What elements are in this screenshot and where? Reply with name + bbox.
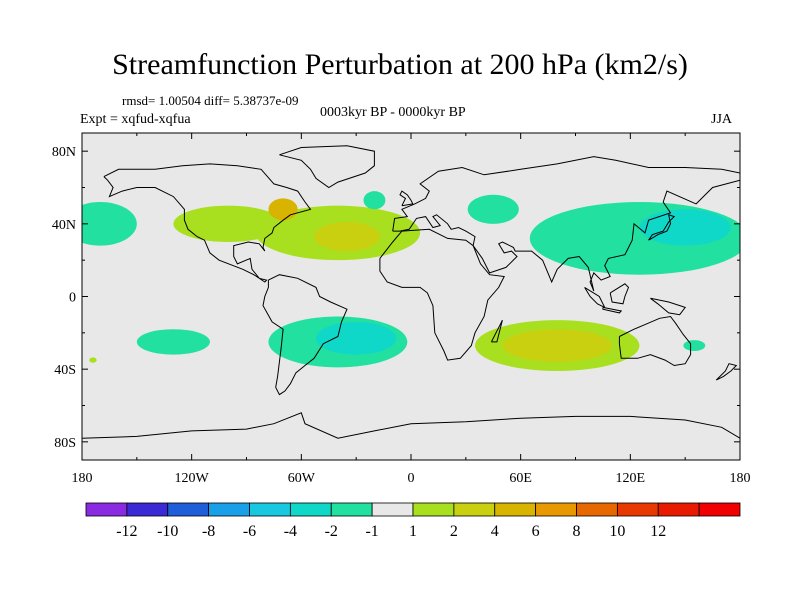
anomaly-region (683, 340, 706, 351)
lon-tick-label: 60W (288, 471, 316, 486)
colorbar-label: 4 (491, 523, 499, 540)
coastline (602, 306, 623, 314)
coastline (650, 297, 687, 316)
coastline (279, 145, 375, 189)
colorbar-label: 1 (409, 523, 417, 540)
coastline (584, 286, 606, 309)
lat-tick-label: 0 (69, 291, 76, 306)
colorbar-swatch (698, 502, 741, 517)
stats-label: rmsd= 1.00504 diff= 5.38737e-09 (122, 93, 299, 108)
anomaly-region (268, 198, 298, 221)
colorbar-swatch (249, 502, 291, 517)
lat-axis: 80N 40N 0 40S 80S (52, 145, 740, 451)
anomaly-region (315, 321, 397, 355)
colorbar-swatch (371, 502, 414, 517)
anomaly-region (82, 202, 137, 246)
season-label: JJA (711, 112, 733, 127)
colorbar: -12 -10 -8 -6 -4 -2 -1 1 2 4 6 8 10 12 (85, 502, 741, 540)
lon-tick-label: 0 (408, 471, 415, 486)
anomaly-region (314, 222, 380, 252)
coastlines (82, 145, 740, 439)
coastline (392, 156, 740, 292)
coastline (262, 274, 348, 396)
lon-tick-label: 180 (730, 471, 751, 486)
lat-tick-label: 40N (52, 218, 76, 233)
coastline (82, 412, 740, 439)
lon-tick-label: 120W (175, 471, 210, 486)
anomaly-region (467, 194, 519, 224)
period-label: 0003kyr BP - 0000kyr BP (320, 105, 466, 120)
colorbar-label: -8 (202, 523, 215, 540)
colorbar-swatch (330, 502, 373, 517)
lat-tick-label: 80N (52, 145, 76, 160)
colorbar-label: -1 (365, 523, 378, 540)
anomaly-region (363, 191, 386, 210)
lon-tick-label: 60E (509, 471, 532, 486)
anomaly-region (502, 329, 613, 362)
colorbar-label: 12 (650, 523, 666, 540)
colorbar-swatch (453, 502, 496, 517)
colorbar-swatch (85, 502, 128, 517)
colorbar-label: 2 (450, 523, 458, 540)
coastline (715, 363, 738, 381)
colorbar-swatch (494, 502, 537, 517)
lon-tick-label: 180 (72, 471, 93, 486)
colorbar-swatch (657, 502, 700, 517)
lat-tick-label: 40S (54, 363, 76, 378)
coastline (618, 315, 692, 367)
anomaly-region (89, 357, 97, 363)
coastline (103, 163, 312, 283)
lon-tick-label: 120E (616, 471, 646, 486)
colorbar-swatch (616, 502, 659, 517)
colorbar-label: -6 (243, 523, 256, 540)
colorbar-swatch (412, 502, 455, 517)
colorbar-label: 10 (609, 523, 625, 540)
colorbar-label: -12 (116, 523, 137, 540)
colorbar-swatch (126, 502, 169, 517)
coastline (609, 283, 630, 305)
colorbar-swatch (208, 502, 250, 517)
coastline (648, 214, 676, 241)
colorbar-swatch (576, 502, 618, 517)
colorbar-label: -4 (284, 523, 297, 540)
colorbar-label: -2 (325, 523, 338, 540)
colorbar-label: 8 (573, 523, 581, 540)
coastline (399, 190, 414, 207)
coastline (379, 228, 505, 361)
anomaly-region (639, 209, 731, 246)
colorbar-label: -10 (157, 523, 178, 540)
anomaly-region (136, 329, 210, 355)
lon-axis: 180 120W 60W 0 60E 120E 180 (72, 133, 751, 486)
map-background (82, 133, 740, 460)
colorbar-swatch (535, 502, 577, 517)
colorbar-label: 6 (532, 523, 540, 540)
page-title: Streamfunction Perturbation at 200 hPa (… (112, 48, 688, 81)
coastline (490, 319, 503, 343)
colorbar-swatch (167, 502, 210, 517)
anomaly-contours (82, 191, 740, 371)
lat-tick-label: 80S (54, 436, 76, 451)
experiment-label: Expt = xqfud-xqfua (80, 112, 191, 127)
colorbar-swatch (289, 502, 332, 517)
